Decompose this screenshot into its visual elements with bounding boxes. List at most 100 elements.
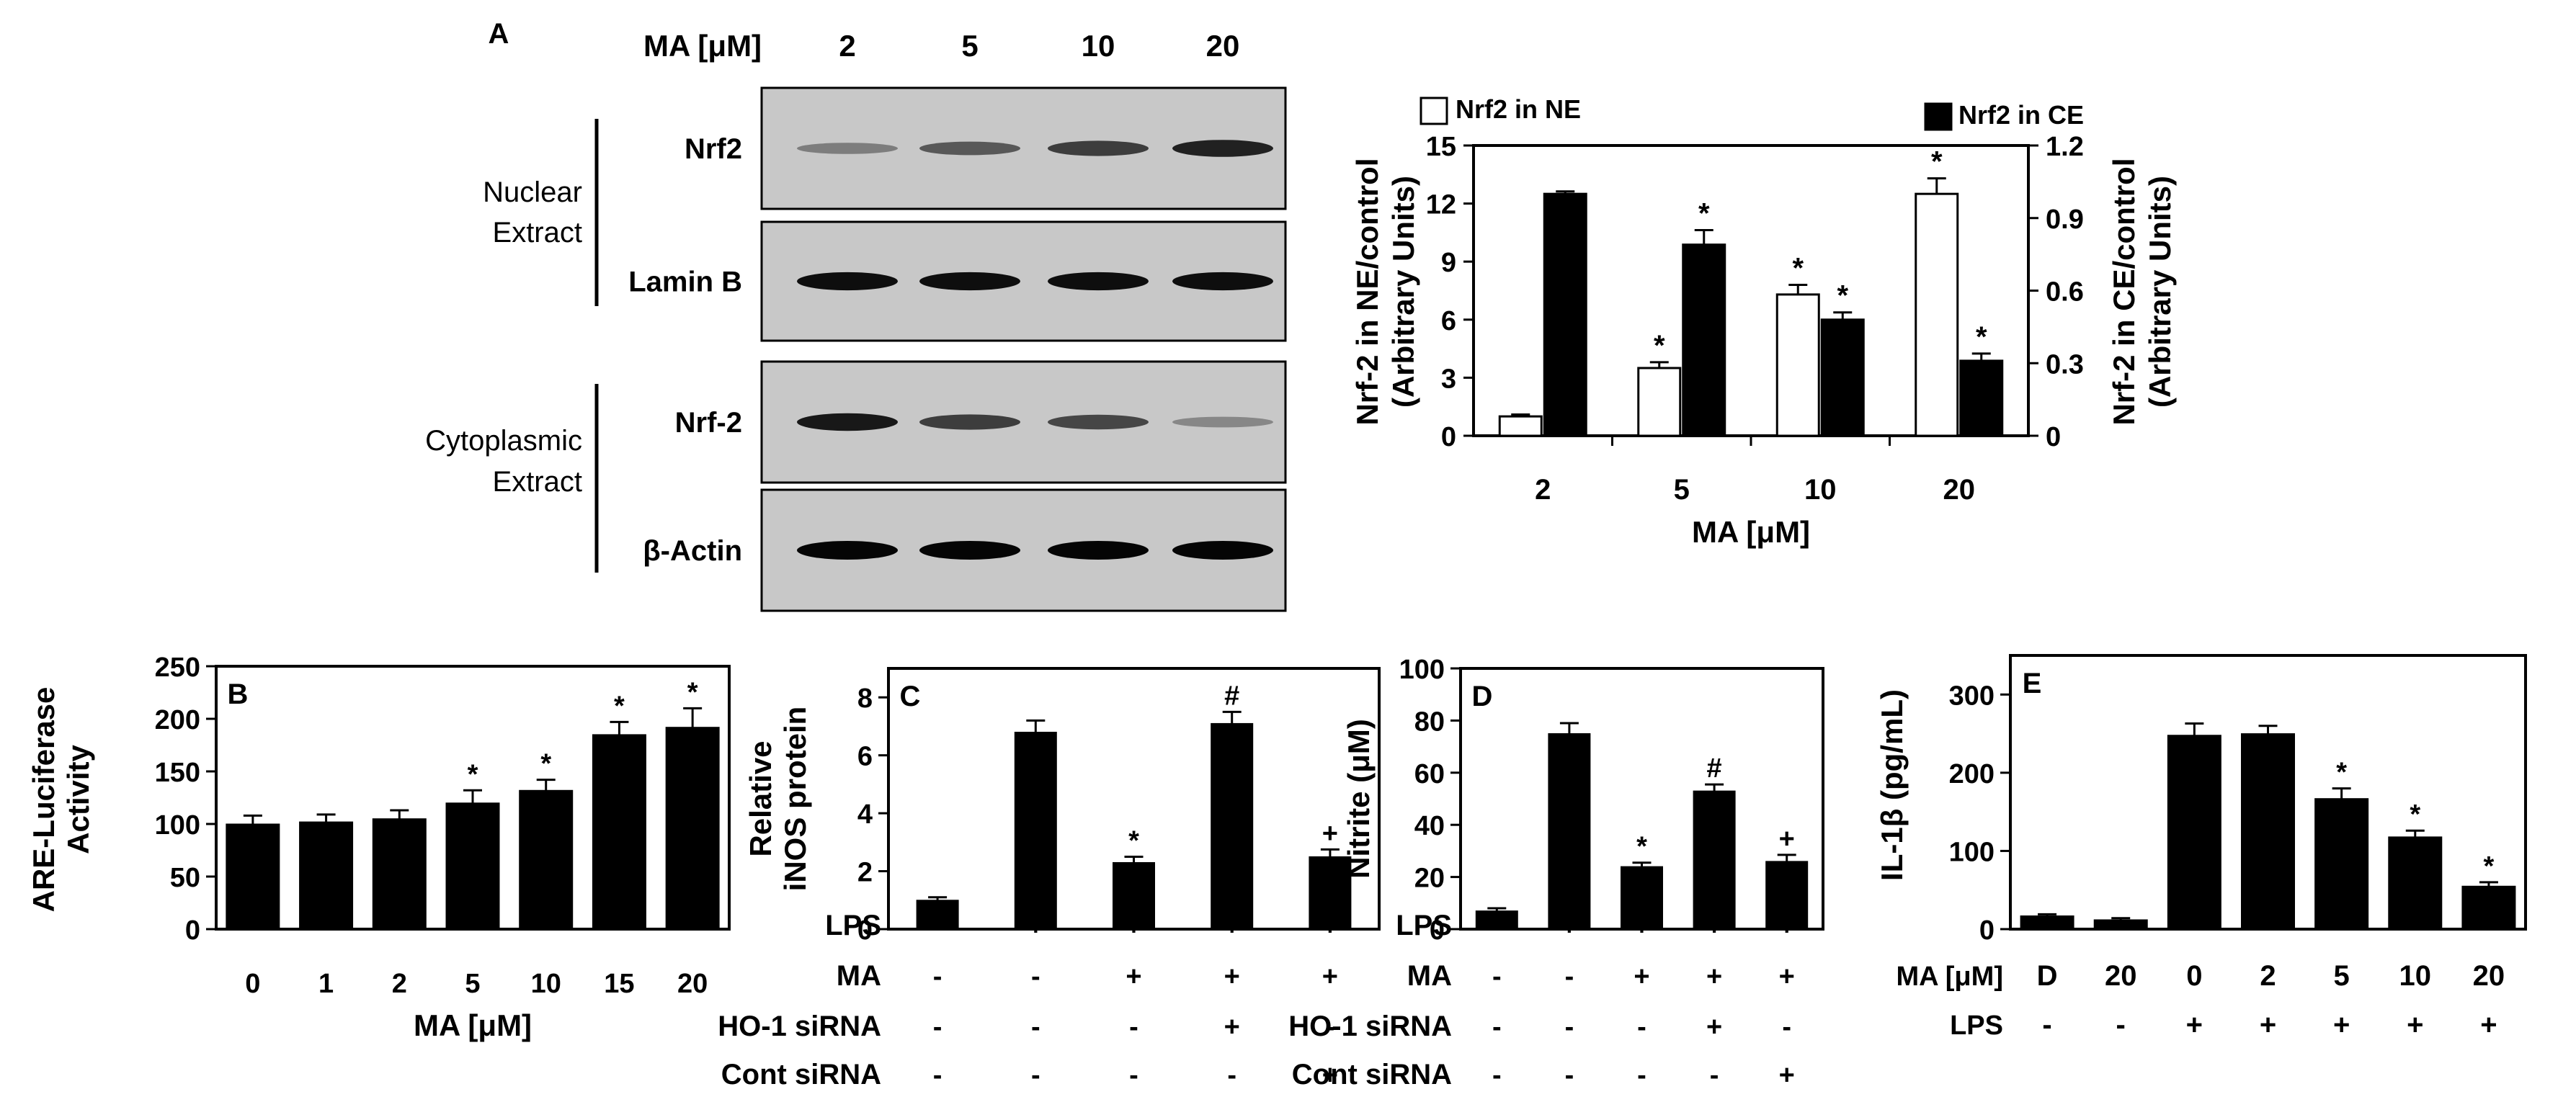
bar <box>916 900 959 930</box>
treatment-sign: + <box>1779 911 1795 941</box>
treatment-sign: - <box>1782 1012 1791 1042</box>
blot-band <box>797 413 898 431</box>
treatment-sign: + <box>1634 962 1649 992</box>
significance-mark: + <box>1322 818 1338 848</box>
treatment-label: HO-1 siRNA <box>1288 1011 1452 1042</box>
blot-band <box>919 141 1020 156</box>
y-axis-title-right: Nrf-2 in CE/control <box>2107 158 2141 425</box>
bar-nrf2-ce <box>1959 359 2004 437</box>
y-tick-label-right: 0.9 <box>2046 205 2084 235</box>
treatment-label: LPS <box>1396 910 1452 941</box>
y-tick-label: 200 <box>1949 759 1995 789</box>
treatment-sign: - <box>1565 962 1574 992</box>
bar <box>1693 790 1736 930</box>
y-axis-title: Activity <box>61 745 95 854</box>
panel-label: C <box>900 681 921 712</box>
y-tick-label: 100 <box>1949 837 1995 867</box>
x-axis-title: MA [μM] <box>414 1008 532 1042</box>
blot-band <box>797 541 898 560</box>
lane-label: 5 <box>961 29 978 63</box>
bar <box>2388 836 2443 930</box>
bar <box>1621 866 1663 930</box>
y-axis-title: Relative <box>744 740 777 856</box>
treatment-label: MA <box>1407 960 1452 992</box>
y-tick-label: 50 <box>170 863 200 893</box>
treatment-sign: + <box>2407 1009 2423 1041</box>
bar <box>1014 731 1057 930</box>
treatment-sign: + <box>1126 962 1141 992</box>
bar <box>2093 919 2148 930</box>
blot-band <box>1048 140 1149 156</box>
y-tick-label: 300 <box>1949 681 1995 711</box>
treatment-label: LPS <box>1950 1011 2003 1041</box>
significance-mark: + <box>1779 824 1795 854</box>
x-tick-label: 2 <box>392 969 407 999</box>
y-tick-label: 250 <box>155 653 200 683</box>
treatment-sign: + <box>1322 1060 1338 1090</box>
treatment-label: MA [μM] <box>1897 962 2003 992</box>
treatment-sign: 0 <box>2186 960 2202 992</box>
bar <box>1765 861 1809 930</box>
bar <box>2241 733 2295 930</box>
y-axis-title: ARE-Luciferase <box>27 687 61 913</box>
bar-nrf2-ne <box>1915 192 1959 437</box>
bar <box>1113 861 1155 930</box>
bar-nrf2-ne <box>1637 367 1682 437</box>
treatment-sign: + <box>1126 911 1141 941</box>
x-tick-label: 5 <box>1674 474 1690 506</box>
y-tick-label: 60 <box>1414 759 1445 789</box>
treatment-sign: + <box>1322 962 1338 992</box>
treatment-sign: + <box>2260 1009 2276 1041</box>
lane-label: 20 <box>1206 29 1240 63</box>
treatment-sign: + <box>2480 1009 2497 1041</box>
treatment-sign: + <box>1634 911 1649 941</box>
y-axis-title-left: (Arbitrary Units) <box>1386 176 1420 408</box>
significance-mark: * <box>1698 198 1710 230</box>
y-tick-label-right: 0.6 <box>2046 277 2084 308</box>
treatment-sign: + <box>1779 962 1795 992</box>
y-axis-title: iNOS protein <box>778 707 812 892</box>
treatment-sign: - <box>1637 1012 1646 1042</box>
significance-mark: * <box>1128 825 1139 856</box>
significance-mark: * <box>2336 758 2347 788</box>
treatment-sign: - <box>1492 911 1502 941</box>
y-tick-label-right: 0 <box>2046 422 2061 452</box>
significance-mark: * <box>1654 330 1665 362</box>
y-tick-label: 80 <box>1414 707 1445 737</box>
y-tick-label: 4 <box>857 799 873 830</box>
treatment-sign: - <box>933 1012 942 1042</box>
bar <box>1548 733 1591 930</box>
significance-mark: # <box>1707 753 1722 784</box>
treatment-sign: + <box>1224 962 1240 992</box>
panel-label-a: A <box>489 18 509 50</box>
treatment-sign: - <box>1326 1012 1335 1042</box>
significance-mark: * <box>2410 799 2420 830</box>
treatment-sign: - <box>933 911 942 941</box>
blot-band <box>1048 541 1149 560</box>
treatment-sign: + <box>1779 1060 1795 1090</box>
significance-mark: * <box>1837 280 1848 312</box>
blot-band <box>1048 414 1149 430</box>
significance-mark: * <box>1636 832 1647 862</box>
bar-nrf2-ce <box>1682 243 1726 437</box>
y-tick-label-right: 1.2 <box>2046 132 2084 162</box>
y-tick-label-left: 12 <box>1426 190 1456 220</box>
significance-mark: * <box>1792 252 1804 284</box>
lane-header-label: MA [μM] <box>643 29 762 63</box>
treatment-sign: 2 <box>2260 960 2276 992</box>
panel-label: E <box>2023 668 2042 699</box>
bar-nrf2-ne <box>1775 293 1820 437</box>
significance-mark: * <box>540 749 551 779</box>
x-tick-label: 20 <box>1943 474 1976 506</box>
bar <box>299 821 354 930</box>
bar-nrf2-ce <box>1820 318 1865 437</box>
y-axis-title-right: (Arbitrary Units) <box>2143 176 2177 408</box>
treatment-sign: + <box>1706 1012 1722 1042</box>
significance-mark: * <box>687 677 698 707</box>
y-tick-label: 100 <box>1399 655 1445 685</box>
treatment-sign: + <box>1561 911 1577 941</box>
treatment-sign: - <box>1227 1060 1236 1090</box>
x-tick-label: 10 <box>1804 474 1837 506</box>
blot-band <box>1048 272 1149 291</box>
treatment-label: Cont siRNA <box>1292 1059 1452 1090</box>
